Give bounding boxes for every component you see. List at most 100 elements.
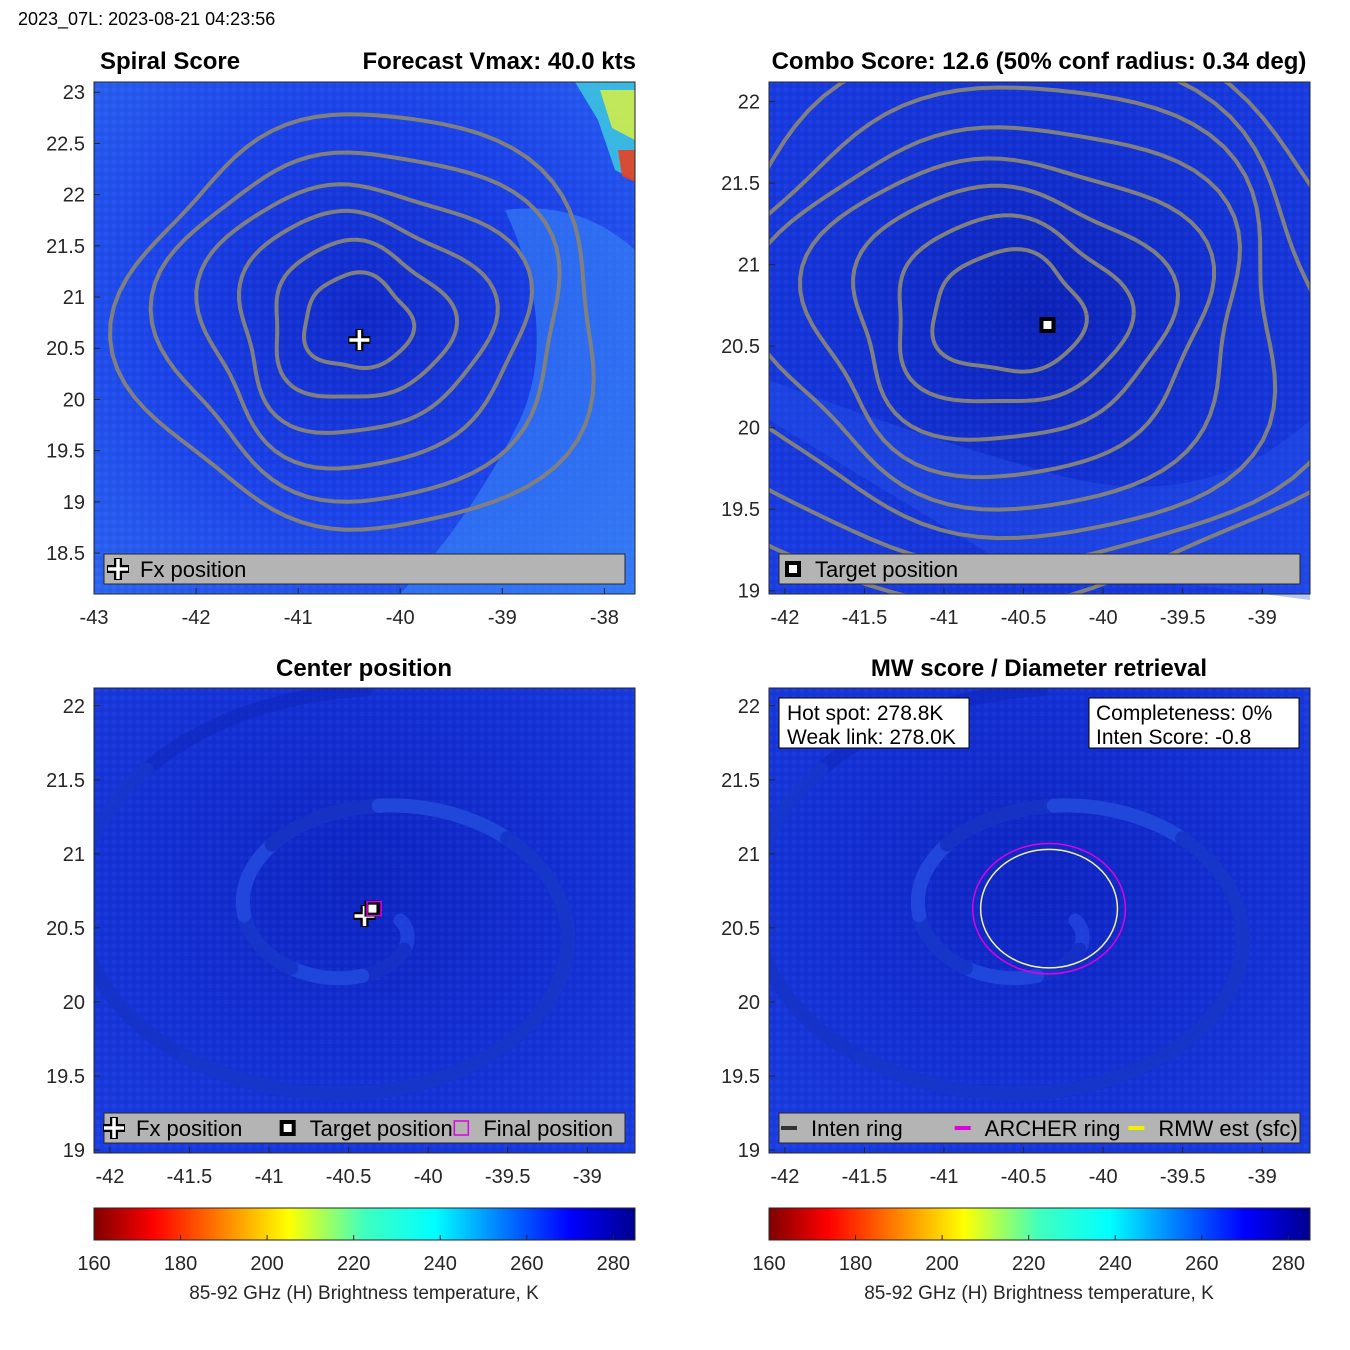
colorbar-tick-label: 220 xyxy=(1012,1253,1045,1275)
x-tick-label: -40 xyxy=(1089,1166,1118,1188)
x-tick-label: -39.5 xyxy=(485,1166,531,1188)
score-contour xyxy=(108,112,596,532)
y-tick-label: 23 xyxy=(63,82,85,104)
colorbar-tick-label: 160 xyxy=(752,1253,785,1275)
plot-area xyxy=(768,81,1311,600)
markers xyxy=(1039,316,1056,333)
x-ticks: -42 -41.5 -41 -40.5 -40 -39.5 -39 xyxy=(95,1147,602,1188)
legend: Inten ring ARCHER ring RMW est (sfc) xyxy=(778,1112,1301,1144)
legend-plus-icon-core xyxy=(108,559,128,579)
target-position-marker xyxy=(364,900,381,917)
colorbar-tick-label: 200 xyxy=(250,1253,283,1275)
info-boxes: Hot spot: 278.8K Weak link: 278.0K Compl… xyxy=(778,697,1300,749)
score-contour xyxy=(769,85,1278,541)
axes-frame xyxy=(93,687,636,1154)
legend-label: Fx position xyxy=(140,557,246,582)
x-tick-label: -40.5 xyxy=(1001,1166,1047,1188)
y-ticks: 19 19.5 20 20.5 21 21.5 22 xyxy=(721,92,775,603)
panel-title: Combo Score: 12.6 (50% conf radius: 0.34… xyxy=(772,48,1307,75)
info-box-right xyxy=(1088,697,1300,749)
y-tick-label: 19 xyxy=(738,581,760,603)
x-tick-label: -41 xyxy=(930,607,959,629)
legend-label: RMW est (sfc) xyxy=(1158,1116,1297,1141)
pixel-texture xyxy=(769,82,1310,594)
x-tick-label: -39.5 xyxy=(1160,607,1206,629)
colorbar-ticks: 160 180 200 220 240 260 280 xyxy=(752,1235,1305,1275)
y-ticks: 19 19.5 20 20.5 21 21.5 22 xyxy=(46,696,100,1162)
legend-label: Fx position xyxy=(136,1116,242,1141)
colorbar-gradient xyxy=(768,1207,1311,1241)
y-tick-label: 21.5 xyxy=(721,173,760,195)
y-tick-label: 22 xyxy=(63,185,85,207)
panel-title: Center position xyxy=(276,655,452,682)
y-tick-label: 20 xyxy=(738,992,760,1014)
markers xyxy=(353,900,382,928)
y-tick-label: 21 xyxy=(63,844,85,866)
colorbar-tick-label: 200 xyxy=(925,1253,958,1275)
inten-score-text: Inten Score: -0.8 xyxy=(1096,726,1251,749)
x-tick-label: -42 xyxy=(770,1166,799,1188)
final-position-marker xyxy=(366,900,382,917)
x-tick-label: -41 xyxy=(255,1166,284,1188)
y-tick-label: 21 xyxy=(738,255,760,277)
y-tick-label: 22 xyxy=(63,696,85,718)
rainbands xyxy=(94,688,576,1101)
axes-frame xyxy=(768,81,1311,595)
colorbar-tick-label: 280 xyxy=(1272,1253,1305,1275)
y-tick-label: 19.5 xyxy=(721,499,760,521)
colorbar: 160 180 200 220 240 260 280 85-92 GHz (H) Brig… xyxy=(77,1207,636,1304)
colorbar-tick-label: 260 xyxy=(510,1253,543,1275)
y-tick-label: 21 xyxy=(63,287,85,309)
panel-subtitle: Forecast Vmax: 40.0 kts xyxy=(363,48,636,75)
x-tick-label: -40.5 xyxy=(326,1166,372,1188)
y-tick-label: 21.5 xyxy=(721,770,760,792)
x-tick-label: -39 xyxy=(1248,607,1277,629)
rings xyxy=(971,842,1127,975)
plot-area: Hot spot: 278.8K Weak link: 278.0K Compl… xyxy=(768,687,1311,1154)
x-tick-label: -39 xyxy=(488,607,517,629)
y-tick-label: 21 xyxy=(738,844,760,866)
score-contour xyxy=(301,270,417,370)
y-ticks: 18.5 19 19.5 20 20.5 21 21.5 22 22.5 23 xyxy=(46,82,100,565)
y-tick-label: 20.5 xyxy=(46,918,85,940)
y-tick-label: 22.5 xyxy=(46,133,85,155)
x-tick-label: -42 xyxy=(770,607,799,629)
y-tick-label: 19 xyxy=(63,492,85,514)
score-contours xyxy=(108,112,596,532)
hot-spot-text: Hot spot: 278.8K xyxy=(787,702,943,725)
legend-square-icon xyxy=(785,561,801,577)
y-tick-label: 18.5 xyxy=(46,543,85,565)
colorbar-gradient xyxy=(93,1207,636,1241)
colorbar-tick-label: 180 xyxy=(839,1253,872,1275)
x-ticks: -42 -41.5 -41 -40.5 -40 -39.5 -39 xyxy=(770,588,1277,629)
x-tick-label: -41.5 xyxy=(167,1166,213,1188)
legend-label: ARCHER ring xyxy=(985,1116,1121,1141)
y-tick-label: 20 xyxy=(738,418,760,440)
legend-box xyxy=(778,1112,1301,1144)
y-ticks: 19 19.5 20 20.5 21 21.5 22 xyxy=(721,696,775,1162)
score-contours xyxy=(769,82,1310,594)
y-tick-label: 19.5 xyxy=(721,1066,760,1088)
legend: Fx position Target position Final position xyxy=(103,1112,626,1144)
score-contour xyxy=(769,82,1310,594)
y-tick-label: 20 xyxy=(63,389,85,411)
axes-frame xyxy=(93,81,636,595)
archer-ring xyxy=(971,842,1127,975)
target-position-marker xyxy=(1039,316,1056,333)
score-contour xyxy=(897,213,1136,404)
colorbar-ticks: 160 180 200 220 240 260 280 xyxy=(77,1235,630,1275)
y-tick-label: 20.5 xyxy=(721,918,760,940)
weak-link-text: Weak link: 278.0K xyxy=(787,726,956,749)
x-tick-label: -41.5 xyxy=(842,1166,888,1188)
markers xyxy=(348,329,371,352)
colorbar-label: 85-92 GHz (H) Brightness temperature, K xyxy=(189,1283,539,1304)
legend-box xyxy=(103,1112,626,1144)
y-tick-label: 21.5 xyxy=(46,770,85,792)
panel-title: Spiral Score xyxy=(100,48,240,75)
x-tick-label: -40.5 xyxy=(1001,607,1047,629)
x-tick-label: -42 xyxy=(95,1166,124,1188)
spiral-score-panel: Spiral Score Forecast Vmax: 40.0 kts -43… xyxy=(46,48,636,629)
legend-label: Target position xyxy=(815,557,958,582)
legend-box xyxy=(103,553,626,585)
